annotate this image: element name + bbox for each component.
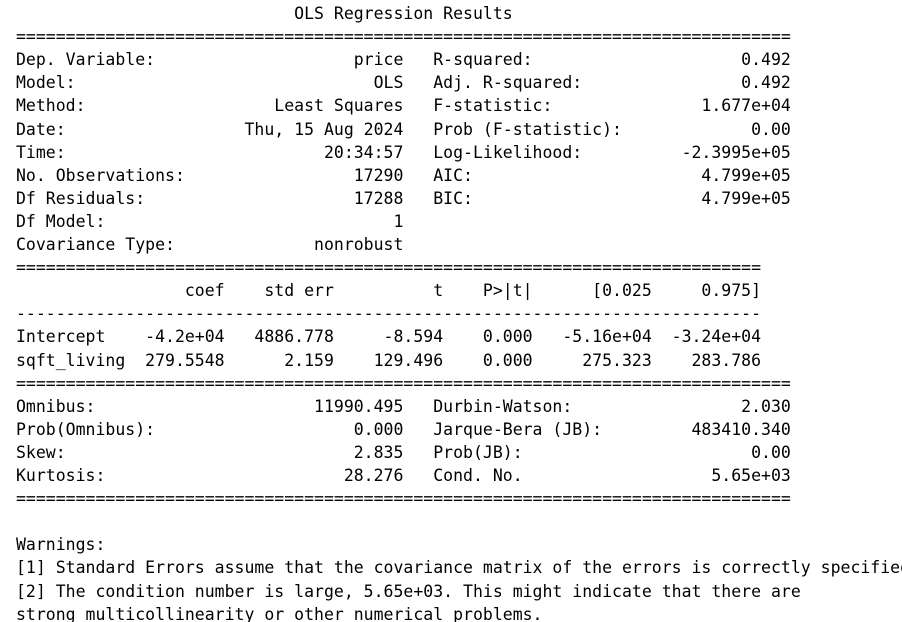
coef-table-row: Intercept -4.2e+04 4886.778 -8.594 0.000… xyxy=(16,327,762,347)
separator-single: ----------------------------------------… xyxy=(16,304,762,324)
diagnostic-row: Skew: 2.835 Prob(JB): 0.00 xyxy=(16,442,791,462)
diagnostic-row: Omnibus: 11990.495 Durbin-Watson: 2.030 xyxy=(16,396,791,416)
separator-double: ========================================… xyxy=(16,489,791,509)
summary-stat-row: Dep. Variable: price R-squared: 0.492 xyxy=(16,50,791,70)
coef-table-row: sqft_living 279.5548 2.159 129.496 0.000… xyxy=(16,350,762,370)
summary-stat-row: Method: Least Squares F-statistic: 1.677… xyxy=(16,96,791,116)
summary-stat-row: Date: Thu, 15 Aug 2024 Prob (F-statistic… xyxy=(16,119,791,139)
summary-stat-row: Df Model: 1 xyxy=(16,211,404,231)
warnings-heading: Warnings: xyxy=(16,535,106,555)
separator-double: ========================================… xyxy=(16,258,762,278)
warning-line: [2] The condition number is large, 5.65e… xyxy=(16,581,801,601)
warning-line: [1] Standard Errors assume that the cova… xyxy=(16,558,902,578)
summary-stat-row: Covariance Type: nonrobust xyxy=(16,235,404,254)
summary-stat-row: Df Residuals: 17288 BIC: 4.799e+05 xyxy=(16,188,791,208)
summary-stat-row: Time: 20:34:57 Log-Likelihood: -2.3995e+… xyxy=(16,142,791,162)
summary-title: OLS Regression Results xyxy=(16,4,513,23)
coef-table-header: coef std err t P>|t| [0.025 0.975] xyxy=(16,281,762,301)
summary-stat-row: No. Observations: 17290 AIC: 4.799e+05 xyxy=(16,165,791,185)
summary-stat-row: Model: OLS Adj. R-squared: 0.492 xyxy=(16,73,791,93)
separator-double: ========================================… xyxy=(16,27,791,47)
diagnostic-row: Kurtosis: 28.276 Cond. No. 5.65e+03 xyxy=(16,466,791,485)
diagnostic-row: Prob(Omnibus): 0.000 Jarque-Bera (JB): 4… xyxy=(16,419,791,439)
warning-line: strong multicollinearity or other numeri… xyxy=(16,604,543,622)
separator-double: ========================================… xyxy=(16,373,791,393)
